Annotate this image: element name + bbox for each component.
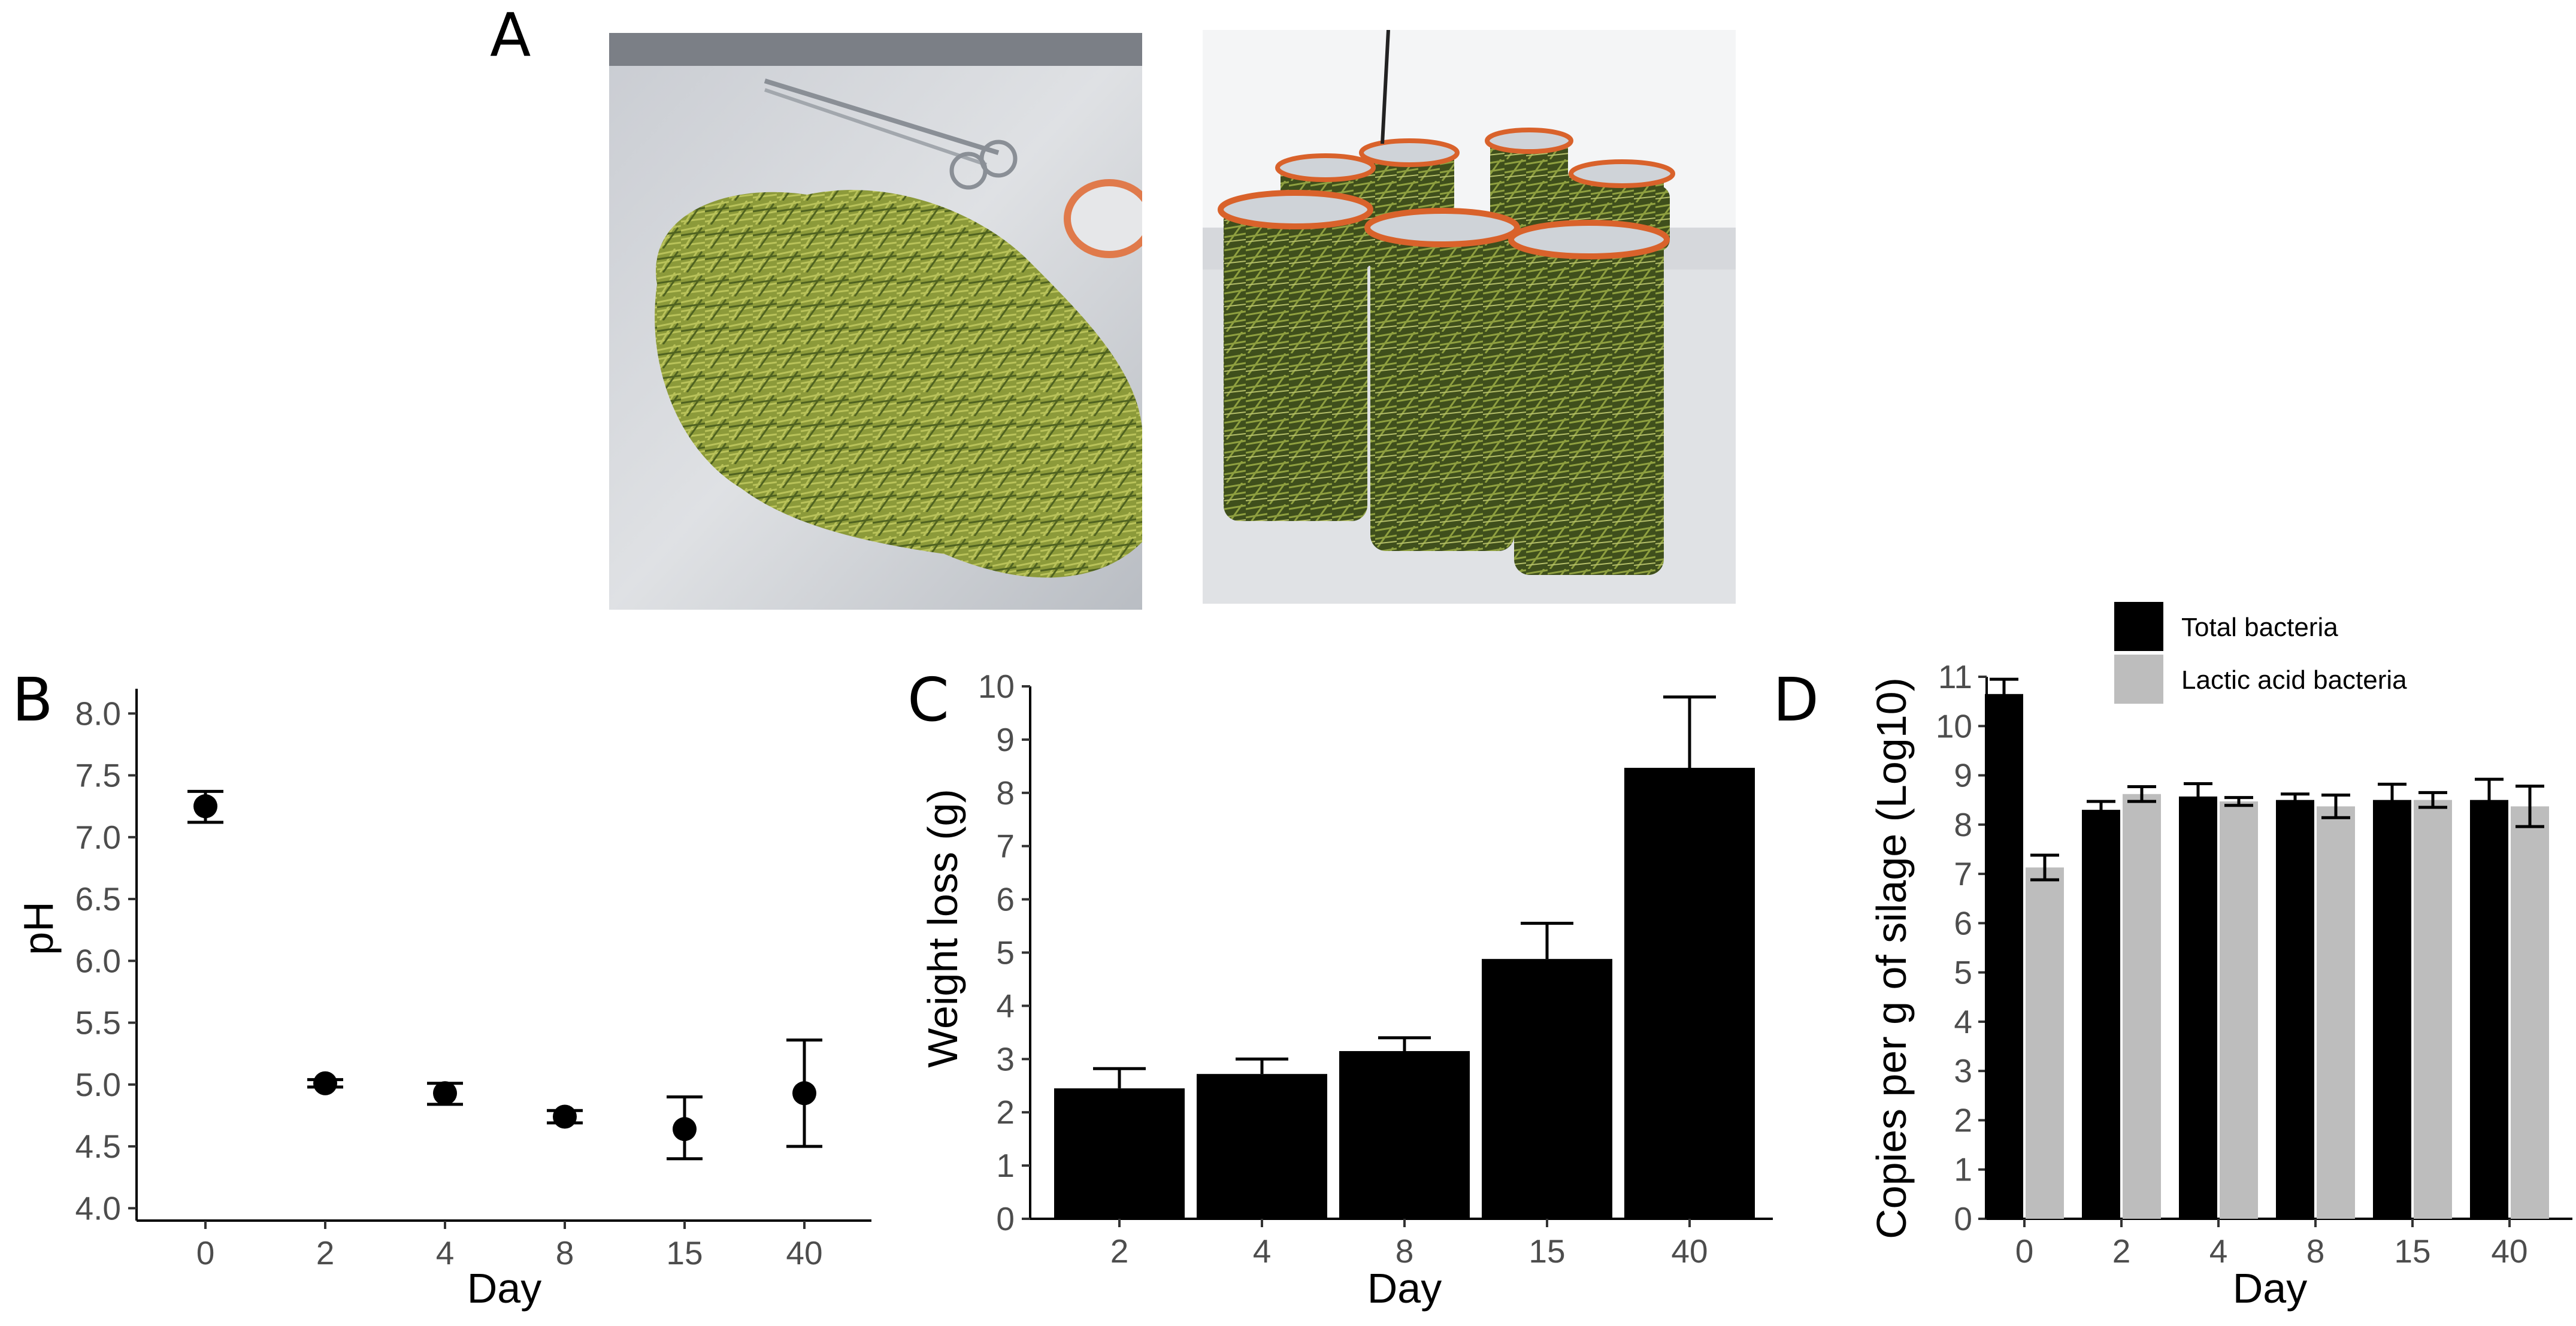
panel-label-b: B	[12, 665, 53, 735]
ph-y-tick-label: 7.0	[75, 819, 121, 856]
weight-loss-y-tick-label: 5	[996, 934, 1015, 971]
ph-y-tick-label: 6.0	[75, 942, 121, 979]
ph-y-tick-label: 5.5	[75, 1004, 121, 1042]
bacteria-x-tick-label: 2	[2112, 1233, 2131, 1270]
weight-loss-x-axis-title: Day	[1367, 1265, 1442, 1312]
weight-loss-x-tick-label: 15	[1528, 1233, 1565, 1270]
weight-loss-x-tick-label: 8	[1396, 1233, 1414, 1270]
total-bacteria-bar	[2276, 800, 2314, 1219]
total-bacteria-bar	[2179, 796, 2217, 1219]
photo-silage-jars	[1203, 30, 1736, 604]
weight-loss-y-tick-label: 0	[996, 1200, 1015, 1237]
panel-label-c: C	[907, 665, 949, 735]
weight-loss-bar	[1197, 1074, 1327, 1219]
ph-point	[673, 1117, 697, 1142]
total-bacteria-bar	[1985, 694, 2023, 1219]
ph-point	[433, 1081, 457, 1106]
bacteria-y-tick-label: 3	[1954, 1052, 1972, 1089]
bacteria-x-axis-title: Day	[2233, 1265, 2307, 1312]
ph-x-axis-title: Day	[467, 1265, 541, 1312]
ph-x-tick-label: 15	[666, 1234, 703, 1271]
ph-chart: 4.0 4.5 5.0 5.5 6.0 6.5 7.0 7.5 8.0 0 2 4 8 15 40 pH D…	[15, 689, 871, 1312]
legend-swatch-total-bacteria	[2114, 602, 2163, 651]
ph-y-tick-label: 7.5	[75, 757, 121, 794]
bacteria-y-tick-label: 2	[1954, 1101, 1972, 1139]
bacteria-y-tick-label: 1	[1954, 1151, 1972, 1188]
photo-chopped-grass	[609, 33, 1142, 610]
ph-point	[313, 1071, 337, 1095]
ph-y-tick-label: 4.0	[75, 1189, 121, 1227]
bacteria-y-axis-title: Copies per g of silage (Log10)	[1868, 677, 1915, 1239]
lactic-acid-bacteria-bar	[2511, 806, 2549, 1219]
bacteria-y-tick-label: 8	[1954, 806, 1972, 843]
total-bacteria-bar	[2470, 800, 2508, 1219]
lactic-acid-bacteria-bar	[2123, 794, 2161, 1219]
legend-swatch-lactic-acid-bacteria	[2114, 655, 2163, 704]
weight-loss-y-tick-label: 6	[996, 881, 1015, 918]
lactic-acid-bacteria-bar	[2220, 801, 2258, 1219]
weight-loss-y-axis-title: Weight loss (g)	[919, 789, 966, 1068]
weight-loss-x-tick-label: 40	[1671, 1233, 1708, 1270]
bacteria-x-tick-label: 15	[2394, 1233, 2430, 1270]
lactic-acid-bacteria-bar	[2026, 867, 2064, 1219]
panel-label-a: A	[490, 0, 531, 70]
bacteria-x-tick-label: 4	[2209, 1233, 2228, 1270]
weight-loss-y-tick-label: 10	[978, 668, 1015, 705]
ph-y-tick-label: 5.0	[75, 1066, 121, 1103]
total-bacteria-bar	[2373, 800, 2411, 1219]
bacteria-y-tick-label: 6	[1954, 904, 1972, 941]
bacteria-y-tick-label: 10	[1936, 707, 1972, 744]
weight-loss-bar	[1054, 1088, 1185, 1219]
ph-x-tick-label: 0	[196, 1234, 215, 1271]
bacteria-y-tick-label: 11	[1938, 658, 1972, 695]
bacteria-x-tick-label: 40	[2491, 1233, 2527, 1270]
weight-loss-y-tick-label: 4	[996, 987, 1015, 1024]
ph-x-tick-label: 4	[436, 1234, 455, 1271]
ph-y-axis-title: pH	[15, 901, 62, 955]
bacteria-y-tick-label: 5	[1954, 954, 1972, 991]
bacteria-y-tick-label: 9	[1954, 757, 1972, 794]
ph-x-tick-label: 40	[786, 1234, 822, 1271]
weight-loss-bar	[1339, 1050, 1470, 1219]
weight-loss-y-tick-label: 7	[996, 828, 1015, 865]
ph-y-tick-label: 6.5	[75, 880, 121, 918]
bacteria-y-tick-label: 0	[1954, 1200, 1972, 1237]
weight-loss-y-tick-label: 9	[996, 721, 1015, 758]
ph-y-tick-label: 8.0	[75, 695, 121, 732]
panel-label-d: D	[1773, 665, 1820, 735]
legend-label-lactic-acid-bacteria: Lactic acid bacteria	[2181, 665, 2407, 695]
weight-loss-y-tick-label: 3	[996, 1040, 1015, 1077]
weight-loss-y-tick-label: 8	[996, 774, 1015, 812]
lactic-acid-bacteria-bar	[2414, 800, 2452, 1219]
weight-loss-y-tick-label: 1	[996, 1147, 1015, 1184]
legend-label-total-bacteria: Total bacteria	[2181, 613, 2338, 642]
ph-point	[792, 1081, 816, 1106]
weight-loss-y-tick-label: 2	[996, 1094, 1015, 1131]
bacteria-x-tick-label: 0	[2015, 1233, 2034, 1270]
ph-x-tick-label: 2	[316, 1234, 335, 1271]
bacteria-x-tick-label: 8	[2306, 1233, 2325, 1270]
weight-loss-bar	[1624, 768, 1755, 1219]
weight-loss-x-tick-label: 4	[1253, 1233, 1272, 1270]
weight-loss-chart: 0 1 2 3 4 5 6 7 8 9 10 2 4 8 15 40 Weight loss (g) Day	[919, 668, 1773, 1312]
weight-loss-x-tick-label: 2	[1110, 1233, 1129, 1270]
weight-loss-bar	[1482, 959, 1612, 1219]
bacteria-y-tick-label: 7	[1954, 855, 1972, 892]
lactic-acid-bacteria-bar	[2317, 806, 2355, 1219]
ph-x-tick-label: 8	[556, 1234, 574, 1271]
ph-point	[553, 1104, 577, 1129]
ph-y-tick-label: 4.5	[75, 1128, 121, 1165]
bacteria-chart: 0 1 2 3 4 5 6 7 8 9 10 11 0 2 4 8 15 40 Copies per g of s…	[1868, 602, 2572, 1312]
total-bacteria-bar	[2082, 810, 2120, 1219]
ph-point	[193, 794, 217, 819]
bacteria-y-tick-label: 4	[1954, 1003, 1972, 1040]
